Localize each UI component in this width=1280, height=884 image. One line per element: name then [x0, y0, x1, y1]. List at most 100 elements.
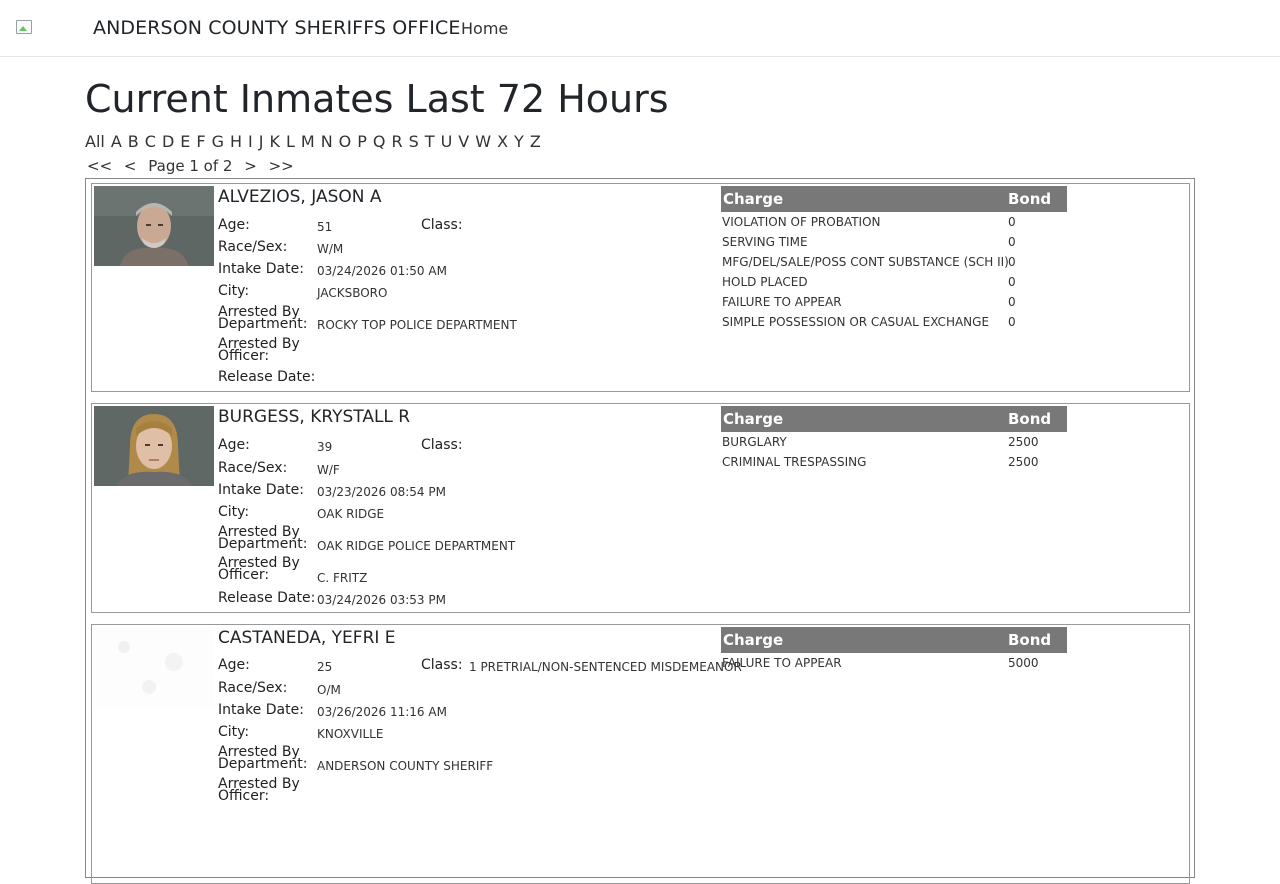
charges-header: Charge Bond: [721, 186, 1067, 212]
letter-filter-x[interactable]: X: [497, 132, 509, 151]
pager-last-link[interactable]: >>: [268, 157, 294, 175]
bond-text: 0: [1008, 295, 1016, 309]
race-sex-value: O/M: [317, 683, 341, 697]
letter-filter-t[interactable]: T: [424, 132, 435, 151]
age-label: Age:: [218, 437, 250, 453]
race-sex-value: W/F: [317, 463, 340, 477]
letter-filter-p[interactable]: P: [357, 132, 367, 151]
inmate-photo[interactable]: [94, 186, 214, 266]
charge-text: MFG/DEL/SALE/POSS CONT SUBSTANCE (SCH II…: [722, 255, 1009, 269]
broken-image-icon[interactable]: [16, 20, 32, 36]
intake-date-value: 03/26/2026 11:16 AM: [317, 705, 447, 719]
letter-filter-y[interactable]: Y: [514, 132, 524, 151]
class-value: 1 PRETRIAL/NON-SENTENCED MISDEMEANOR: [469, 660, 742, 674]
inmate-card: BURGESS, KRYSTALL R Age: 39 Class: Race/…: [91, 403, 1190, 613]
letter-filter-m[interactable]: M: [300, 132, 315, 151]
pager-prev-link[interactable]: <: [123, 157, 137, 175]
pager-next-link[interactable]: >: [244, 157, 257, 175]
class-label: Class:: [421, 437, 463, 453]
charge-text: VIOLATION OF PROBATION: [722, 215, 881, 229]
inmate-card: CASTANEDA, YEFRI E Age: 25 Class: 1 PRET…: [91, 624, 1190, 884]
city-label: City:: [218, 283, 250, 299]
officer-label: Arrested By Officer:: [218, 555, 300, 583]
letter-filter-h[interactable]: H: [230, 132, 243, 151]
bond-text: 5000: [1008, 656, 1039, 670]
letter-filter-all[interactable]: All: [85, 132, 105, 151]
charge-row: SIMPLE POSSESSION OR CASUAL EXCHANGE 0: [721, 312, 1067, 332]
charge-text: SIMPLE POSSESSION OR CASUAL EXCHANGE: [722, 315, 990, 329]
charge-text: HOLD PLACED: [722, 275, 808, 289]
charge-row: VIOLATION OF PROBATION 0: [721, 212, 1067, 232]
release-date-label: Release Date:: [218, 590, 316, 606]
letter-filter-s[interactable]: S: [408, 132, 419, 151]
bond-text: 0: [1008, 275, 1016, 289]
charge-text: SERVING TIME: [722, 235, 808, 249]
pager: << < Page 1 of 2 > >>: [87, 157, 301, 175]
inmate-photo[interactable]: [94, 627, 214, 707]
race-sex-label: Race/Sex:: [218, 239, 288, 255]
charge-row: CRIMINAL TRESPASSING 2500: [721, 452, 1067, 472]
brand-link[interactable]: ANDERSON COUNTY SHERIFFS OFFICE: [93, 17, 461, 39]
letter-filter-u[interactable]: U: [440, 132, 453, 151]
intake-date-value: 03/23/2026 08:54 PM: [317, 485, 446, 499]
letter-filter-f[interactable]: F: [196, 132, 206, 151]
intake-date-label: Intake Date:: [218, 702, 304, 718]
inmate-card: ALVEZIOS, JASON A Age: 51 Class: Race/Se…: [91, 183, 1190, 392]
officer-label: Arrested By Officer:: [218, 336, 300, 364]
bond-text: 0: [1008, 315, 1016, 329]
charge-row: MFG/DEL/SALE/POSS CONT SUBSTANCE (SCH II…: [721, 252, 1067, 272]
navbar: ANDERSON COUNTY SHERIFFS OFFICE Home: [0, 0, 1280, 57]
charge-column-header: Charge: [723, 190, 784, 208]
letter-filter-e[interactable]: E: [180, 132, 191, 151]
nav-home-link[interactable]: Home: [461, 19, 509, 38]
charges-header: Charge Bond: [721, 406, 1067, 432]
charge-column-header: Charge: [723, 631, 784, 649]
inmate-name: CASTANEDA, YEFRI E: [218, 628, 396, 648]
letter-filter-c[interactable]: C: [144, 132, 156, 151]
letter-filter-o[interactable]: O: [338, 132, 352, 151]
letter-filter-r[interactable]: R: [391, 132, 403, 151]
release-date-label: Release Date:: [218, 369, 316, 385]
letter-filter-n[interactable]: N: [320, 132, 333, 151]
city-label: City:: [218, 504, 250, 520]
officer-label: Arrested By Officer:: [218, 776, 300, 804]
bond-text: 2500: [1008, 435, 1039, 449]
age-value: 39: [317, 440, 333, 454]
city-value: OAK RIDGE: [317, 507, 385, 521]
letter-filter-g[interactable]: G: [211, 132, 224, 151]
letter-filter-a[interactable]: A: [110, 132, 122, 151]
letter-filter-w[interactable]: W: [475, 132, 492, 151]
race-sex-label: Race/Sex:: [218, 680, 288, 696]
letter-filter-d[interactable]: D: [161, 132, 175, 151]
letter-filter-z[interactable]: Z: [529, 132, 541, 151]
department-label: Arrested By Department:: [218, 744, 308, 772]
page-title: Current Inmates Last 72 Hours: [85, 77, 669, 121]
letter-filter-v[interactable]: V: [458, 132, 470, 151]
department-label: Arrested By Department:: [218, 304, 308, 332]
race-sex-value: W/M: [317, 242, 344, 256]
department-value: OAK RIDGE POLICE DEPARTMENT: [317, 539, 516, 553]
class-label: Class:: [421, 657, 463, 673]
charge-text: BURGLARY: [722, 435, 787, 449]
release-date-value: 03/24/2026 03:53 PM: [317, 593, 446, 607]
letter-filter-k[interactable]: K: [269, 132, 280, 151]
charge-row: BURGLARY 2500: [721, 432, 1067, 452]
letter-filter-j[interactable]: J: [258, 132, 264, 151]
age-value: 51: [317, 220, 333, 234]
charges-table: Charge Bond BURGLARY 2500 CRIMINAL TRESPA…: [721, 406, 1067, 472]
bond-text: 0: [1008, 255, 1016, 269]
pager-status: Page 1 of 2: [148, 157, 233, 175]
letter-filter-i[interactable]: I: [248, 132, 253, 151]
letter-filter-l[interactable]: L: [285, 132, 295, 151]
letter-filter-b[interactable]: B: [127, 132, 139, 151]
charge-row: SERVING TIME 0: [721, 232, 1067, 252]
charge-text: FAILURE TO APPEAR: [722, 656, 842, 670]
inmate-list: ALVEZIOS, JASON A Age: 51 Class: Race/Se…: [85, 178, 1195, 884]
letter-filter-q[interactable]: Q: [372, 132, 386, 151]
pager-first-link[interactable]: <<: [87, 157, 113, 175]
charges-table: Charge Bond VIOLATION OF PROBATION 0 SERV…: [721, 186, 1067, 332]
department-value: ANDERSON COUNTY SHERIFF: [317, 759, 494, 773]
inmate-photo[interactable]: [94, 406, 214, 486]
intake-date-label: Intake Date:: [218, 482, 304, 498]
charge-column-header: Charge: [723, 410, 784, 428]
